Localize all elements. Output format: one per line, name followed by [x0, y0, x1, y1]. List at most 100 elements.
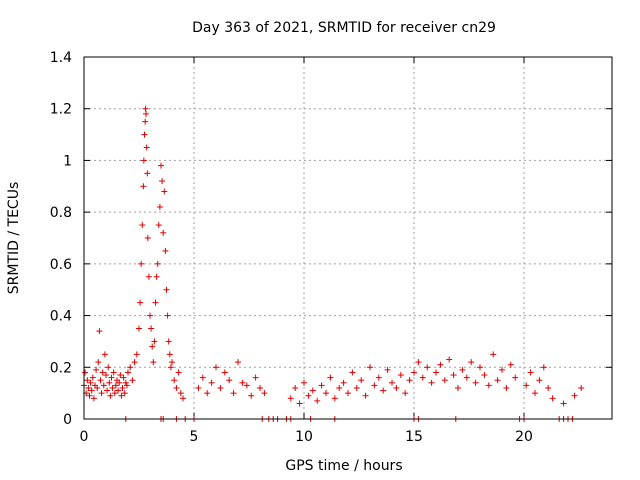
data-point	[93, 366, 100, 373]
data-point	[239, 379, 246, 386]
data-point	[152, 299, 159, 306]
data-point	[411, 369, 417, 376]
x-tick-label: 20	[515, 429, 533, 445]
data-point	[536, 377, 543, 384]
data-point	[309, 387, 316, 394]
data-point	[160, 229, 167, 236]
data-point	[159, 178, 166, 185]
data-point	[180, 395, 186, 402]
data-point	[111, 390, 118, 397]
data-point	[512, 374, 519, 381]
data-point	[155, 222, 162, 229]
plot-frame	[83, 56, 613, 420]
data-point	[103, 372, 109, 379]
data-point	[153, 273, 160, 280]
data-point	[419, 374, 426, 381]
data-point	[389, 379, 395, 386]
data-point	[144, 170, 151, 177]
data-point	[204, 390, 211, 397]
data-point	[331, 395, 338, 402]
y-tick-label: 1	[63, 153, 72, 169]
data-point	[441, 377, 448, 384]
data-point	[162, 247, 169, 254]
data-point	[149, 343, 156, 350]
data-point	[151, 338, 158, 345]
data-point	[85, 384, 92, 391]
data-point	[230, 390, 237, 397]
data-point	[314, 397, 321, 404]
data-point	[154, 260, 161, 267]
data-point	[336, 384, 343, 391]
data-point	[318, 382, 325, 389]
data-point	[148, 325, 155, 332]
data-point	[95, 359, 102, 366]
data-point	[133, 351, 140, 358]
data-point	[371, 382, 378, 389]
data-point	[296, 400, 303, 407]
data-point	[109, 384, 116, 391]
data-point	[165, 338, 172, 345]
data-point	[292, 384, 299, 391]
data-point	[545, 384, 552, 391]
x-tick-label: 5	[190, 429, 199, 445]
data-point	[358, 377, 365, 384]
data-point	[150, 359, 157, 366]
y-axis-label: SRMTID / TECUs	[6, 182, 22, 295]
data-point	[98, 390, 105, 397]
data-point	[560, 400, 567, 407]
data-point	[485, 382, 492, 389]
axis-ticks: 0 0.2 0.4 0.6 0.8 1 1.2 1.4 0 5 10 15 20	[50, 50, 612, 445]
data-point	[147, 312, 153, 319]
data-point	[143, 144, 150, 151]
data-point	[138, 260, 145, 267]
data-point	[108, 374, 115, 381]
data-point	[507, 361, 514, 368]
data-point	[99, 369, 106, 376]
data-point	[87, 379, 94, 386]
data-point	[119, 384, 126, 391]
data-point	[257, 384, 263, 391]
data-point	[142, 105, 149, 112]
data-point	[164, 312, 171, 319]
data-point	[494, 377, 501, 384]
data-point	[110, 369, 117, 376]
data-point	[163, 286, 170, 293]
data-point	[217, 384, 224, 391]
data-point	[100, 382, 107, 389]
data-point	[481, 372, 488, 379]
x-tick-label: 10	[295, 429, 313, 445]
data-point	[144, 235, 151, 241]
data-point	[323, 390, 329, 397]
x-tick-label: 15	[405, 429, 423, 445]
data-point	[243, 382, 250, 389]
data-point	[305, 392, 312, 399]
data-point	[527, 369, 534, 376]
data-point	[393, 384, 400, 391]
data-point	[127, 364, 134, 371]
y-tick-label: 0	[63, 412, 72, 428]
data-point	[101, 351, 108, 358]
data-point	[578, 384, 585, 391]
data-point	[88, 387, 95, 394]
data-point	[142, 118, 149, 125]
data-point	[477, 364, 483, 371]
data-point	[136, 325, 142, 332]
data-point	[105, 364, 112, 371]
data-point	[96, 328, 103, 335]
data-point	[129, 377, 136, 384]
data-point	[221, 369, 228, 376]
data-point	[287, 395, 294, 402]
data-point	[123, 382, 130, 389]
data-point	[397, 372, 404, 379]
data-point	[523, 382, 530, 389]
data-point	[540, 364, 547, 371]
x-tick-label: 0	[80, 429, 89, 445]
data-point	[367, 364, 373, 371]
data-point	[384, 366, 391, 373]
y-tick-label: 0.4	[50, 309, 72, 325]
y-tick-label: 0.2	[50, 360, 72, 376]
data-point	[345, 390, 351, 397]
data-point	[226, 377, 233, 384]
data-point	[169, 359, 175, 366]
